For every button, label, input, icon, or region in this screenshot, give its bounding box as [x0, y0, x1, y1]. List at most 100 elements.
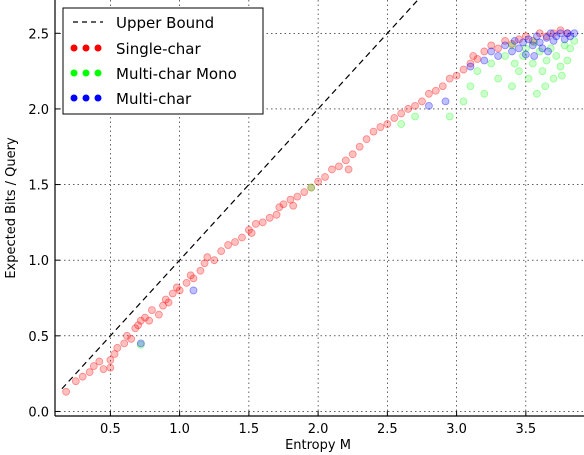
legend-dot: [82, 44, 90, 52]
data-point-single-char: [145, 316, 154, 325]
x-tick-label: 2.5: [377, 422, 398, 437]
data-point-single-char: [182, 278, 191, 287]
data-point-multi-char-mono: [397, 120, 406, 128]
upper-bound-line: [61, 0, 419, 390]
legend-dot: [94, 44, 102, 52]
data-points: [62, 26, 579, 396]
data-point-single-char: [563, 29, 572, 38]
data-point-single-char: [369, 127, 378, 136]
data-point-single-char: [438, 82, 447, 91]
data-point-single-char: [487, 41, 496, 50]
data-point-multi-char-mono: [556, 62, 565, 71]
data-point-multi-char-mono: [528, 59, 537, 68]
data-point-multi-char-mono: [530, 38, 539, 47]
data-point-multi-char-mono: [566, 44, 575, 53]
data-point-multi-char-mono: [494, 74, 503, 83]
data-point-multi-char: [542, 33, 551, 42]
data-point-multi-char-mono: [445, 112, 454, 121]
data-point-single-char: [127, 334, 136, 343]
legend-multi-char-marker: [70, 94, 102, 102]
data-point-multi-char-mono: [552, 52, 561, 60]
data-point-single-char: [238, 233, 246, 242]
data-point-multi-char-mono: [535, 47, 544, 56]
data-point-single-char: [418, 97, 426, 106]
data-point-multi-char-mono: [541, 82, 550, 91]
legend-dot: [82, 94, 90, 102]
data-point-multi-char: [501, 41, 509, 50]
data-point-multi-char: [136, 339, 145, 348]
data-point-single-char: [78, 372, 87, 381]
data-point-multi-char-mono: [508, 41, 516, 50]
data-point-single-char: [272, 210, 281, 219]
data-point-multi-char-mono: [307, 183, 316, 192]
data-point-single-char: [314, 177, 323, 186]
data-point-single-char: [521, 32, 530, 41]
legend-multi-char-label: Multi-char: [116, 90, 192, 108]
data-point-multi-char: [570, 29, 579, 38]
x-tick-label: 3.0: [446, 422, 467, 437]
legend-dot: [82, 69, 90, 77]
data-point-single-char: [459, 65, 468, 74]
data-point-single-char: [300, 188, 309, 197]
data-point-single-char: [134, 321, 142, 330]
y-tick-label: 1.0: [28, 254, 49, 269]
data-point-multi-char: [480, 56, 489, 65]
data-point-single-char: [341, 156, 350, 165]
data-point-single-char: [123, 331, 131, 340]
data-point-single-char: [334, 162, 343, 171]
legend-dot: [70, 44, 78, 52]
data-point-multi-char: [189, 286, 198, 295]
data-point-single-char: [106, 363, 115, 372]
data-point-multi-char-mono: [560, 41, 569, 50]
data-point-single-char: [344, 165, 353, 174]
data-point-multi-char-mono: [510, 59, 519, 68]
data-point-multi-char-mono: [524, 74, 533, 83]
data-point-multi-char-mono: [557, 71, 566, 80]
data-point-single-char: [445, 74, 454, 83]
data-point-single-char: [99, 365, 108, 374]
data-point-single-char: [411, 101, 419, 110]
data-point-multi-char-mono: [459, 97, 468, 106]
data-point-multi-char-mono: [466, 82, 475, 91]
data-point-multi-char: [524, 35, 533, 44]
data-point-multi-char: [510, 36, 519, 45]
grid-lines: [55, 0, 584, 416]
legend-upper-bound-label: Upper Bound: [116, 14, 214, 32]
data-point-single-char: [293, 192, 302, 201]
data-point-multi-char: [494, 52, 503, 60]
legend-multi-char-mono-label: Multi-char Mono: [116, 65, 237, 83]
data-point-single-char: [321, 173, 329, 181]
data-point-multi-char-mono: [538, 67, 547, 75]
legend-dot: [70, 94, 78, 102]
data-point-single-char: [186, 271, 195, 280]
legend-dot: [94, 69, 102, 77]
data-point-single-char: [189, 274, 198, 283]
data-point-single-char: [62, 387, 70, 396]
data-point-multi-char-mono: [521, 44, 530, 53]
data-point-single-char: [247, 229, 256, 237]
data-point-single-char: [113, 344, 122, 352]
x-tick-label: 1.5: [239, 422, 260, 437]
data-point-single-char: [376, 123, 385, 131]
data-point-single-char: [355, 142, 364, 151]
data-point-single-char: [161, 295, 170, 304]
data-point-multi-char: [560, 35, 569, 44]
data-point-multi-char-mono: [508, 82, 516, 91]
data-point-multi-char: [535, 38, 544, 47]
data-point-single-char: [196, 266, 205, 275]
data-point-multi-char: [441, 97, 450, 106]
data-point-single-char: [431, 86, 440, 95]
data-point-single-char: [224, 241, 233, 249]
legend-single-char-marker: [70, 44, 102, 52]
data-point-multi-char: [563, 29, 572, 38]
data-point-single-char: [515, 35, 523, 44]
data-point-single-char: [425, 89, 433, 98]
data-point-single-char: [383, 120, 392, 128]
data-point-multi-char-mono: [542, 56, 551, 65]
data-point-single-char: [164, 298, 173, 307]
data-point-multi-char: [533, 32, 541, 41]
data-point-multi-char-mono: [546, 44, 555, 53]
data-point-multi-char: [521, 50, 530, 59]
